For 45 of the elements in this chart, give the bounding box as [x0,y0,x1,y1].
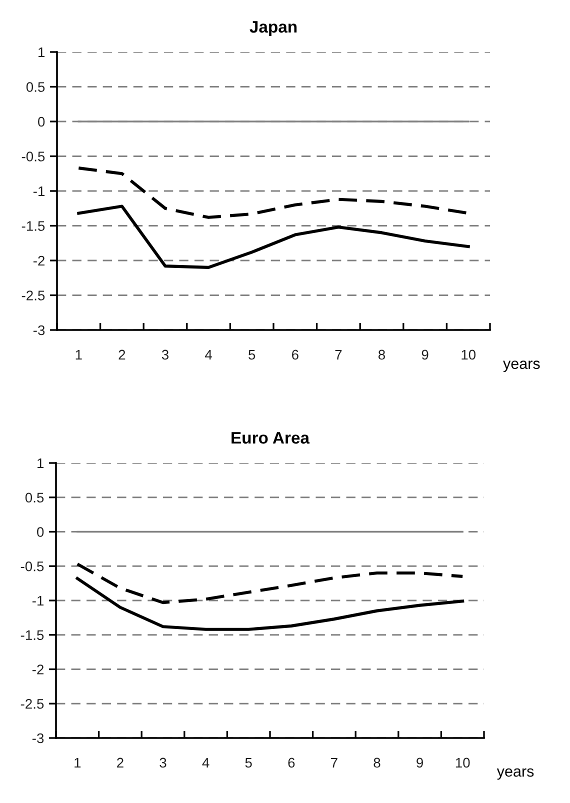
x-tick-label: 10 [456,758,470,768]
y-tick-label: -2.5 [20,698,44,709]
x-tick-label: 6 [288,758,295,768]
y-tick-label: -2.5 [22,290,45,300]
x-tick-label: 3 [162,350,168,360]
x-tick-label: 8 [374,758,380,768]
y-tick-label: -1 [32,596,44,606]
y-tick-label: -0.5 [22,152,45,162]
x-tick-label: 6 [292,350,298,360]
y-tick-label: -1.5 [20,630,44,640]
line-series [76,576,464,631]
y-tick-label: 0 [37,527,44,537]
x-tick-label: 7 [335,350,342,360]
chart-title: Euro Area [232,432,310,444]
x-tick-label: 2 [118,350,126,360]
y-tick-label: 0.5 [25,492,44,503]
y-tick-label: 1 [38,458,44,468]
chart-title: Japan [250,21,297,36]
x-tick-label: 5 [248,350,256,360]
y-tick-label: -1 [33,186,45,196]
y-tick-label: 0.5 [26,82,45,92]
line-series [77,204,470,269]
x-tick-label: 2 [117,758,124,768]
y-tick-label: 1 [38,47,45,58]
x-tick-label: 3 [160,758,166,768]
x-tick-label: 1 [74,758,81,768]
x-axis-title: years [503,360,540,372]
y-tick-label: -3 [32,733,44,744]
x-tick-label: 8 [378,350,386,360]
line-series [76,562,464,604]
y-tick-label: 0 [38,116,45,127]
x-tick-label: 9 [416,758,424,768]
x-tick-label: 4 [205,350,212,360]
x-tick-label: 1 [76,350,82,360]
x-axis-title: years [496,768,534,780]
x-tick-label: 4 [202,758,210,768]
y-tick-label: -3 [33,325,45,336]
y-tick-label: -1.5 [22,221,45,231]
y-tick-label: -0.5 [20,561,44,572]
y-tick-label: -2 [33,256,44,266]
x-tick-label: 9 [422,350,428,360]
x-tick-label: 7 [331,758,338,768]
y-tick-label: -2 [32,664,44,674]
x-tick-label: 5 [245,758,252,768]
x-tick-label: 10 [462,350,476,360]
